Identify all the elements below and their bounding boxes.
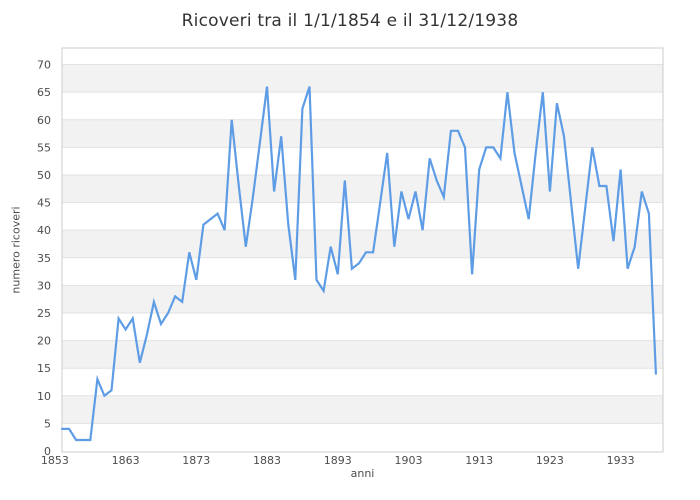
- plot-band: [62, 230, 663, 258]
- y-tick-label: 50: [37, 169, 51, 182]
- y-tick-label: 60: [37, 114, 51, 127]
- x-tick-label: 1873: [182, 454, 210, 467]
- x-tick-label: 1883: [253, 454, 281, 467]
- x-tick-label: 1893: [324, 454, 352, 467]
- y-tick-label: 10: [37, 390, 51, 403]
- y-tick-label: 25: [37, 307, 51, 320]
- data-line: [60, 86, 658, 442]
- y-tick-label: 55: [37, 141, 51, 154]
- y-tick-label: 5: [44, 417, 51, 430]
- y-tick-label: 15: [37, 362, 51, 375]
- y-tick-label: 70: [37, 59, 51, 72]
- y-tick-label: 35: [37, 252, 51, 265]
- plot-band: [62, 395, 663, 424]
- x-tick-label: 1913: [465, 454, 493, 467]
- x-tick-label: 1853: [41, 454, 69, 467]
- plot-band: [62, 119, 663, 148]
- plot-border: [61, 47, 664, 453]
- x-axis-title: anni: [350, 467, 375, 480]
- y-tick-label: 20: [37, 335, 51, 348]
- plot-band: [62, 340, 663, 369]
- chart-title: Ricoveri tra il 1/1/1854 e il 31/12/1938: [181, 11, 519, 31]
- y-tick-label: 30: [37, 279, 51, 292]
- x-tick-label: 1933: [607, 454, 635, 467]
- plot-band: [62, 64, 663, 93]
- plot-band: [62, 285, 663, 313]
- x-tick-label: 1903: [395, 454, 423, 467]
- y-tick-label: 65: [37, 86, 51, 99]
- x-tick-label: 1923: [536, 454, 564, 467]
- y-tick-label: 0: [44, 445, 51, 458]
- x-tick-label: 1863: [112, 454, 140, 467]
- plot-band: [62, 174, 663, 203]
- y-tick-label: 45: [37, 197, 51, 210]
- y-tick-label: 40: [37, 224, 51, 237]
